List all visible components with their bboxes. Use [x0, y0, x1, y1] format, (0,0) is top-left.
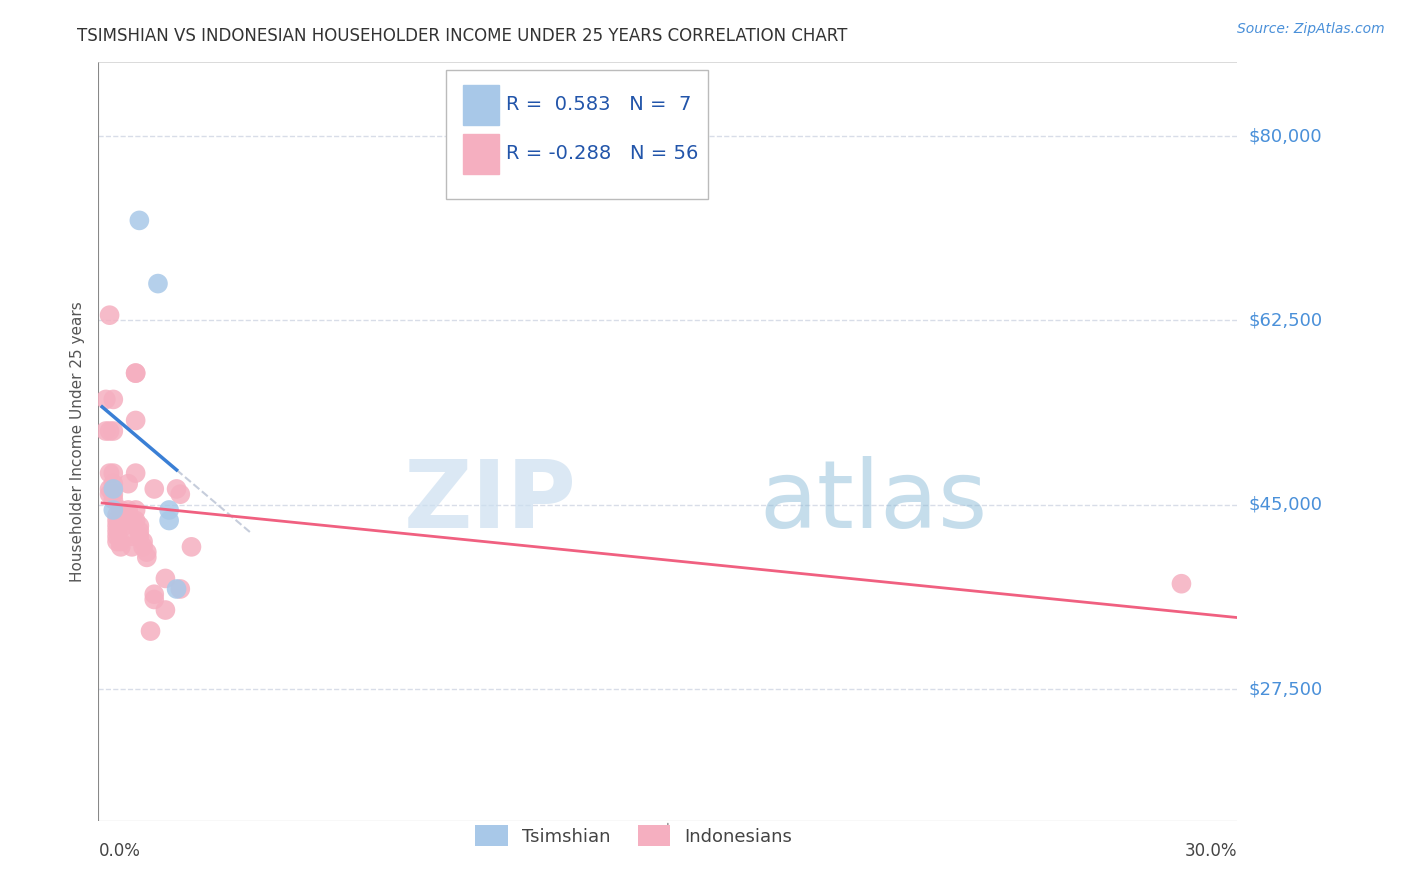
Point [110, 503, 132, 517]
Point [114, 518, 136, 533]
FancyBboxPatch shape [463, 85, 499, 125]
Point [169, 487, 191, 501]
Point [124, 366, 146, 380]
Point [143, 587, 166, 601]
Point [98, 308, 121, 322]
Point [105, 518, 128, 533]
Point [166, 582, 188, 596]
Y-axis label: Householder Income Under 25 years: Householder Income Under 25 years [70, 301, 86, 582]
Point [103, 392, 125, 407]
Point [114, 514, 136, 528]
Text: $27,500: $27,500 [1249, 680, 1323, 698]
Point [117, 508, 139, 523]
Text: R = -0.288   N = 56: R = -0.288 N = 56 [506, 144, 699, 163]
Point [135, 545, 157, 559]
Point [103, 487, 125, 501]
Point [121, 529, 143, 543]
Point [143, 592, 166, 607]
Point [132, 540, 155, 554]
FancyBboxPatch shape [446, 70, 707, 199]
Point [124, 366, 146, 380]
Point [128, 524, 150, 538]
Point [94, 392, 117, 407]
Point [98, 487, 121, 501]
Point [105, 514, 128, 528]
Point [1170, 576, 1192, 591]
Point [139, 624, 162, 639]
Legend: Tsimshian, Indonesians: Tsimshian, Indonesians [468, 818, 800, 854]
Point [103, 492, 125, 507]
Text: 30.0%: 30.0% [1185, 842, 1237, 860]
Text: Source: ZipAtlas.com: Source: ZipAtlas.com [1237, 22, 1385, 37]
Point [103, 482, 125, 496]
Point [117, 503, 139, 517]
Point [124, 413, 146, 427]
Point [105, 529, 128, 543]
Text: $80,000: $80,000 [1249, 128, 1322, 145]
Point [110, 534, 132, 549]
Point [110, 540, 132, 554]
Point [98, 424, 121, 438]
Point [98, 466, 121, 480]
Point [155, 571, 177, 585]
FancyBboxPatch shape [463, 135, 499, 174]
Point [143, 482, 166, 496]
Point [157, 514, 180, 528]
Point [124, 503, 146, 517]
Point [103, 503, 125, 517]
Point [105, 508, 128, 523]
Point [121, 514, 143, 528]
Text: atlas: atlas [759, 456, 987, 549]
Point [114, 508, 136, 523]
Text: ZIP: ZIP [404, 456, 576, 549]
Point [110, 514, 132, 528]
Text: R =  0.583   N =  7: R = 0.583 N = 7 [506, 95, 692, 113]
Text: $45,000: $45,000 [1249, 496, 1323, 514]
Point [94, 424, 117, 438]
Point [128, 529, 150, 543]
Point [103, 476, 125, 491]
Point [166, 482, 188, 496]
Point [132, 534, 155, 549]
Point [117, 476, 139, 491]
Point [169, 582, 191, 596]
Point [121, 540, 143, 554]
Point [98, 482, 121, 496]
Point [103, 424, 125, 438]
Text: $62,500: $62,500 [1249, 311, 1323, 329]
Point [124, 466, 146, 480]
Point [103, 466, 125, 480]
Point [155, 603, 177, 617]
Point [135, 550, 157, 565]
Point [128, 213, 150, 227]
Point [105, 524, 128, 538]
Text: TSIMSHIAN VS INDONESIAN HOUSEHOLDER INCOME UNDER 25 YEARS CORRELATION CHART: TSIMSHIAN VS INDONESIAN HOUSEHOLDER INCO… [77, 27, 848, 45]
Text: 0.0%: 0.0% [98, 842, 141, 860]
Point [157, 503, 180, 517]
Point [146, 277, 169, 291]
Point [180, 540, 202, 554]
Point [128, 518, 150, 533]
Point [105, 534, 128, 549]
Point [124, 514, 146, 528]
